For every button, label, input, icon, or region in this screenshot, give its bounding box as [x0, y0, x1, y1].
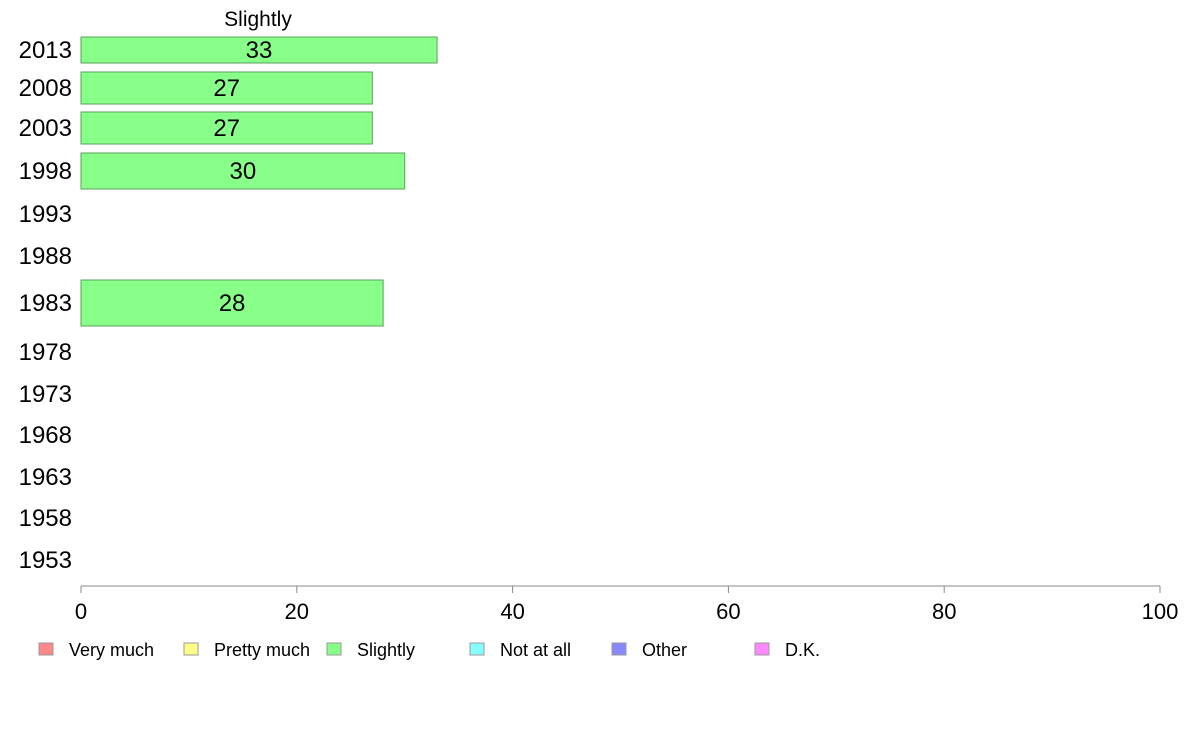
bar-value-label: 27: [213, 115, 240, 142]
legend-label: Slightly: [357, 640, 415, 660]
legend-swatch: [38, 642, 54, 656]
legend-label: Pretty much: [214, 640, 310, 660]
y-tick-label: 1968: [19, 422, 72, 449]
legend-swatch: [611, 642, 627, 656]
bar-value-label: 33: [246, 37, 273, 64]
legend-label: Very much: [69, 640, 154, 660]
bar-value-label: 27: [213, 75, 240, 102]
legend-item: Very much: [38, 640, 154, 660]
x-tick-label: 0: [75, 599, 87, 624]
y-tick-label: 2003: [19, 115, 72, 142]
bar: [80, 36, 438, 64]
y-tick-label: 1983: [19, 290, 72, 317]
legend-swatch: [754, 642, 770, 656]
bar: [80, 279, 384, 327]
bar: [80, 152, 406, 190]
chart-title: Slightly: [224, 8, 292, 31]
legend: Very much Pretty much Slightly Not at all Ot…: [38, 640, 820, 660]
legend-label: Not at all: [500, 640, 571, 660]
legend-swatch: [326, 642, 342, 656]
bar: [80, 71, 373, 105]
y-tick-label: 1998: [19, 158, 72, 185]
legend-label: Other: [642, 640, 687, 660]
y-tick-label: 1973: [19, 381, 72, 408]
x-tick-label: 60: [716, 599, 740, 624]
y-tick-label: 1978: [19, 339, 72, 366]
y-tick-label: 2013: [19, 37, 72, 64]
y-tick-label: 1993: [19, 201, 72, 228]
y-tick-label: 1958: [19, 505, 72, 532]
bar-value-label: 30: [229, 158, 256, 185]
legend-item: Not at all: [469, 640, 571, 660]
legend-item: Other: [611, 640, 687, 660]
x-tick-label: 80: [932, 599, 956, 624]
bar: [80, 111, 373, 145]
legend-label: D.K.: [785, 640, 820, 660]
legend-item: Slightly: [326, 640, 415, 660]
x-tick-label: 100: [1142, 599, 1179, 624]
legend-item: Pretty much: [183, 640, 310, 660]
bar-value-label: 28: [219, 290, 246, 317]
y-tick-label: 1988: [19, 243, 72, 270]
legend-item: D.K.: [754, 640, 820, 660]
y-tick-label: 2008: [19, 75, 72, 102]
x-tick-label: 40: [500, 599, 524, 624]
x-axis: 0 20 40 60 80 100: [75, 585, 1179, 624]
x-tick-label: 20: [285, 599, 309, 624]
y-tick-label: 1963: [19, 464, 72, 491]
legend-swatch: [469, 642, 485, 656]
legend-swatch: [183, 642, 199, 656]
y-tick-label: 1953: [19, 547, 72, 574]
y-axis-labels: 2013 2008 2003 1998 1993 1988 1983 1978 1973 1968…: [19, 37, 72, 574]
